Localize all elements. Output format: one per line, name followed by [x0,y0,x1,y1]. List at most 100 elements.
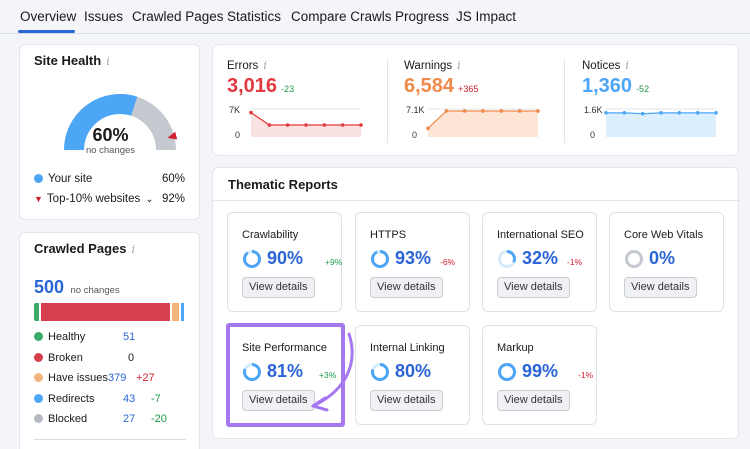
view-details-button[interactable]: View details [242,277,315,298]
sparkline-point [677,111,682,115]
status-dot-icon [34,332,43,341]
status-dot-icon [34,394,43,403]
sparkline-point [517,109,522,113]
sparkline-chart[interactable] [604,106,718,140]
info-icon[interactable]: i [106,55,110,68]
view-details-button[interactable]: View details [497,390,570,411]
tab-compare-crawls[interactable]: Compare Crawls [291,9,392,24]
row-value[interactable]: 51 [123,331,136,343]
chevron-down-icon[interactable]: ⌄ [145,194,154,205]
sparkline-point [304,123,308,127]
view-details-button[interactable]: View details [370,277,443,298]
tile-title: Crawlability [242,229,299,241]
row-value[interactable]: 27 [123,413,136,425]
tile-title: Markup [497,342,534,354]
your-site-value: 60% [161,173,185,185]
crawled-total[interactable]: 500 no changes [34,277,120,297]
score-ring-icon [371,250,389,268]
bar-segment-have-issues[interactable] [172,303,179,321]
sparkline-point [267,123,272,127]
top-nav: Overview Issues Crawled Pages Statistics… [0,0,750,34]
kpi-value[interactable]: 1,360 -52 [582,75,650,97]
y-axis-bottom-label: 0 [235,130,241,140]
score-ring-icon [371,363,389,381]
tile-core-web-vitals[interactable]: Core Web Vitals 0% View details [609,212,724,312]
sparkline-chart[interactable] [249,106,363,140]
status-dot-icon [34,353,43,362]
gauge-fill [64,94,138,151]
tile-https[interactable]: HTTPS 93% -6% View details [355,212,470,312]
view-details-button[interactable]: View details [624,277,697,298]
tile-crawlability[interactable]: Crawlability 90% +9% View details [227,212,342,312]
divider [213,200,740,201]
crawled-pages-title: Crawled Pages i [34,241,136,256]
sparkline-point [462,109,467,113]
tab-js-impact[interactable]: JS Impact [456,9,517,24]
tile-internal-linking[interactable]: Internal Linking 80% View details [355,325,470,425]
site-health-gauge [64,94,178,151]
crawled-pages-bar [34,303,186,321]
site-health-sub: no changes [85,145,136,156]
info-icon[interactable]: i [457,59,461,72]
legend-top10[interactable]: ▼ Top-10% websites ⌄ [34,193,154,205]
sparkline-point [322,123,327,127]
tile-delta: +9% [325,257,343,267]
sparkline-area [428,110,538,137]
tab-crawled-pages[interactable]: Crawled Pages [132,9,224,24]
thematic-reports-card: Thematic Reports Crawlability 90% +9% View … [212,167,740,439]
crawled-pages-card: Crawled Pages i 500 no changes Healthy 51 B… [19,232,200,449]
legend-your-site: Your site [34,173,92,185]
tile-title: International SEO [497,229,584,241]
info-icon[interactable]: i [263,59,267,72]
sparkline-point [359,123,363,127]
bar-segment-redirects[interactable] [181,303,184,321]
sparkline-point [481,109,485,113]
info-icon[interactable]: i [625,59,629,72]
bar-segment-healthy[interactable] [34,303,40,321]
list-item[interactable]: Healthy 51 [34,331,189,347]
tile-title: HTTPS [370,229,407,241]
sparkline-area [606,112,716,137]
tab-overview[interactable]: Overview [20,9,77,24]
tile-markup[interactable]: Markup 99% -1% View details [482,325,597,425]
row-value[interactable]: 43 [123,393,136,405]
top10-marker-icon [167,131,178,140]
list-item[interactable]: Have issues 379 +27 [34,372,189,388]
kpi-value[interactable]: 3,016 -23 [227,75,295,97]
row-delta: -7 [151,393,161,405]
site-health-percent: 60% [92,125,129,145]
kpi-value[interactable]: 6,584 +365 [404,75,479,97]
list-item[interactable]: Blocked 27 -20 [34,413,189,429]
list-item[interactable]: Broken 0 [34,352,189,368]
sparkline-chart[interactable] [426,106,540,140]
view-details-button[interactable]: View details [370,390,443,411]
view-details-button[interactable]: View details [497,277,570,298]
sparkline-point [285,123,290,127]
tile-score: 81% [267,361,304,381]
bar-segment-broken[interactable] [41,303,171,321]
info-icon[interactable]: i [131,243,136,256]
score-ring-icon [498,363,516,381]
tab-issues[interactable]: Issues [84,9,124,24]
row-label: Healthy [34,331,85,343]
row-value[interactable]: 0 [128,352,135,364]
view-details-button[interactable]: View details [242,390,315,411]
row-label: Have issues [34,372,108,384]
tab-progress[interactable]: Progress [395,9,450,24]
status-dot-icon [34,373,43,382]
y-axis-bottom-label: 0 [412,130,418,140]
score-ring-icon [498,250,516,268]
tile-site-performance[interactable]: Site Performance 81% +3% View details [227,325,342,425]
site-health-title: Site Health i [34,53,110,68]
score-ring-icon [243,363,261,381]
row-value[interactable]: 379 [108,372,127,384]
tab-statistics[interactable]: Statistics [227,9,282,24]
tile-international-seo[interactable]: International SEO 32% -1% View details [482,212,597,312]
row-label: Broken [34,352,83,364]
tile-score: 93% [395,248,432,268]
kpi-label: Notices i [582,59,629,72]
tile-delta: -1% [567,257,583,267]
score-ring-icon [625,250,643,268]
list-item[interactable]: Redirects 43 -7 [34,393,189,409]
tile-delta: +3% [319,370,337,380]
